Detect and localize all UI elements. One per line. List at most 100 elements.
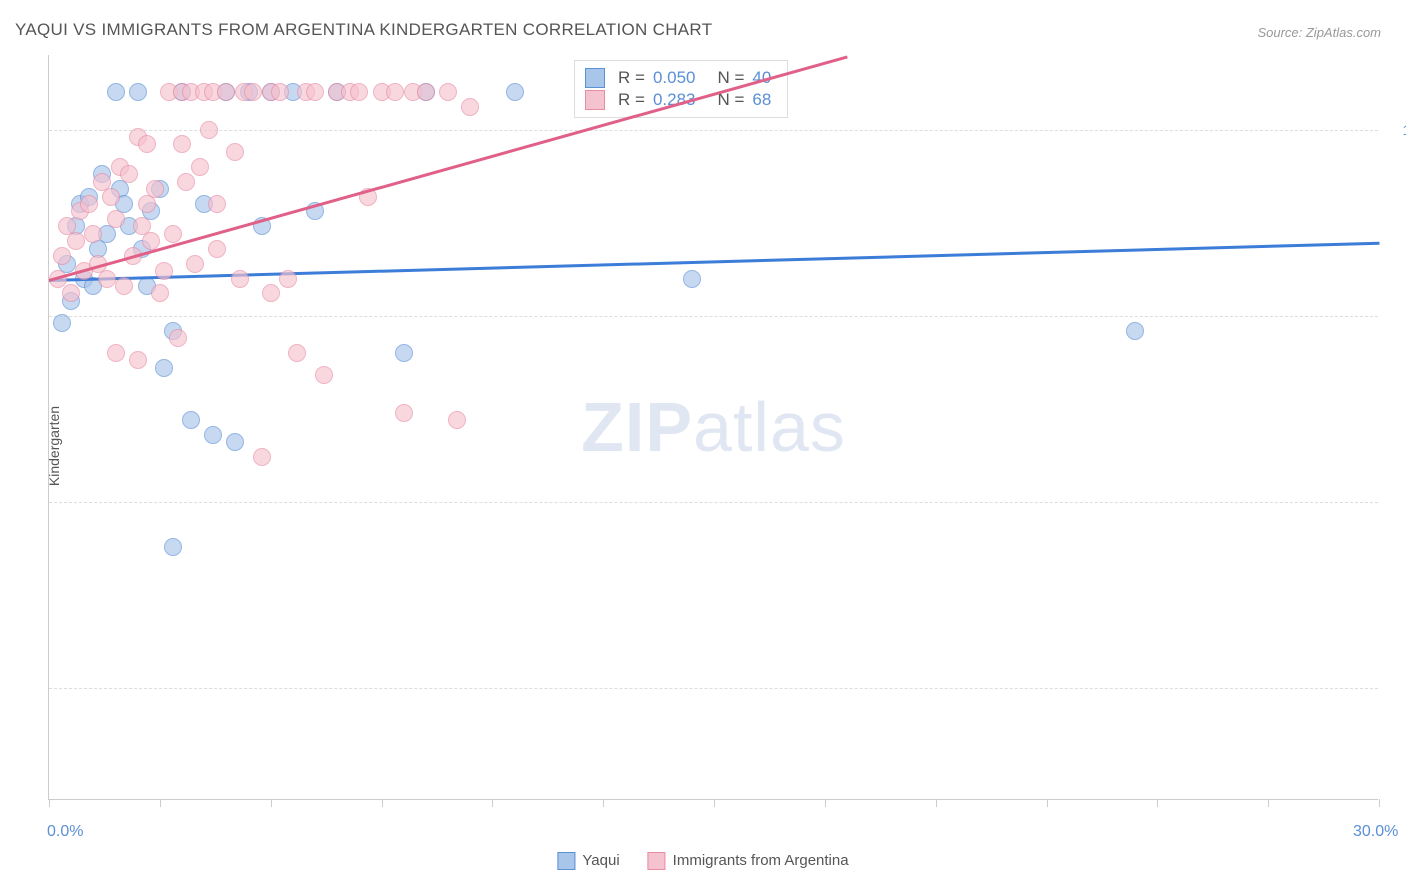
- scatter-point: [683, 270, 701, 288]
- scatter-point: [182, 411, 200, 429]
- scatter-point: [200, 121, 218, 139]
- stats-row: R =0.283N =68: [585, 89, 771, 111]
- scatter-point: [129, 83, 147, 101]
- scatter-point: [62, 284, 80, 302]
- y-tick-label: 95.0%: [1385, 494, 1406, 510]
- scatter-point: [107, 210, 125, 228]
- scatter-point: [155, 359, 173, 377]
- scatter-point: [53, 247, 71, 265]
- scatter-point: [98, 270, 116, 288]
- scatter-plot-area: ZIPatlas R =0.050N =40R =0.283N =68 92.5…: [48, 55, 1378, 800]
- scatter-point: [164, 538, 182, 556]
- scatter-point: [244, 83, 262, 101]
- scatter-point: [107, 344, 125, 362]
- x-tick: [603, 799, 604, 807]
- watermark-logo: ZIPatlas: [581, 387, 846, 467]
- trend-line: [49, 241, 1379, 281]
- x-tick: [714, 799, 715, 807]
- x-tick: [825, 799, 826, 807]
- x-tick-label: 30.0%: [1353, 823, 1398, 841]
- legend-label: Yaqui: [582, 852, 619, 869]
- scatter-point: [395, 344, 413, 362]
- x-tick: [382, 799, 383, 807]
- x-tick: [271, 799, 272, 807]
- scatter-point: [67, 232, 85, 250]
- scatter-point: [120, 165, 138, 183]
- scatter-point: [350, 83, 368, 101]
- scatter-point: [204, 426, 222, 444]
- scatter-point: [226, 143, 244, 161]
- x-tick: [1268, 799, 1269, 807]
- watermark-zip: ZIP: [581, 388, 693, 466]
- x-tick: [1157, 799, 1158, 807]
- scatter-point: [173, 135, 191, 153]
- scatter-point: [115, 277, 133, 295]
- scatter-point: [129, 351, 147, 369]
- scatter-point: [84, 225, 102, 243]
- scatter-point: [208, 240, 226, 258]
- scatter-point: [417, 83, 435, 101]
- legend-swatch: [557, 852, 575, 870]
- stats-label: R =: [618, 68, 645, 88]
- scatter-point: [186, 255, 204, 273]
- scatter-point: [80, 195, 98, 213]
- legend-label: Immigrants from Argentina: [673, 852, 849, 869]
- legend-swatch: [585, 90, 605, 110]
- x-tick: [492, 799, 493, 807]
- scatter-point: [386, 83, 404, 101]
- x-tick: [160, 799, 161, 807]
- source-attribution: Source: ZipAtlas.com: [1257, 25, 1381, 40]
- y-tick-label: 92.5%: [1385, 680, 1406, 696]
- scatter-point: [217, 83, 235, 101]
- legend-item: Immigrants from Argentina: [648, 852, 849, 870]
- scatter-point: [253, 448, 271, 466]
- scatter-point: [306, 83, 324, 101]
- correlation-stats-box: R =0.050N =40R =0.283N =68: [574, 60, 788, 118]
- watermark-atlas: atlas: [693, 388, 846, 466]
- x-tick-label: 0.0%: [47, 823, 83, 841]
- scatter-point: [315, 366, 333, 384]
- gridline-horizontal: [49, 502, 1378, 503]
- x-tick: [1047, 799, 1048, 807]
- scatter-point: [1126, 322, 1144, 340]
- scatter-point: [395, 404, 413, 422]
- scatter-point: [288, 344, 306, 362]
- scatter-point: [164, 225, 182, 243]
- legend: Yaqui Immigrants from Argentina: [557, 852, 848, 870]
- chart-title: YAQUI VS IMMIGRANTS FROM ARGENTINA KINDE…: [15, 20, 712, 40]
- scatter-point: [155, 262, 173, 280]
- x-tick: [1379, 799, 1380, 807]
- scatter-point: [439, 83, 457, 101]
- scatter-point: [506, 83, 524, 101]
- scatter-point: [146, 180, 164, 198]
- legend-item: Yaqui: [557, 852, 619, 870]
- stats-r-value: 0.050: [653, 68, 696, 88]
- gridline-horizontal: [49, 130, 1378, 131]
- scatter-point: [208, 195, 226, 213]
- scatter-point: [279, 270, 297, 288]
- scatter-point: [53, 314, 71, 332]
- scatter-point: [262, 284, 280, 302]
- x-tick: [936, 799, 937, 807]
- y-tick-label: 97.5%: [1385, 308, 1406, 324]
- stats-n-value: 68: [752, 90, 771, 110]
- gridline-horizontal: [49, 688, 1378, 689]
- gridline-horizontal: [49, 316, 1378, 317]
- scatter-point: [271, 83, 289, 101]
- scatter-point: [102, 188, 120, 206]
- scatter-point: [448, 411, 466, 429]
- stats-label: R =: [618, 90, 645, 110]
- scatter-point: [191, 158, 209, 176]
- x-tick: [49, 799, 50, 807]
- scatter-point: [231, 270, 249, 288]
- scatter-point: [107, 83, 125, 101]
- scatter-point: [169, 329, 187, 347]
- legend-swatch: [648, 852, 666, 870]
- scatter-point: [151, 284, 169, 302]
- scatter-point: [177, 173, 195, 191]
- y-tick-label: 100.0%: [1385, 122, 1406, 138]
- legend-swatch: [585, 68, 605, 88]
- scatter-point: [461, 98, 479, 116]
- scatter-point: [226, 433, 244, 451]
- scatter-point: [138, 135, 156, 153]
